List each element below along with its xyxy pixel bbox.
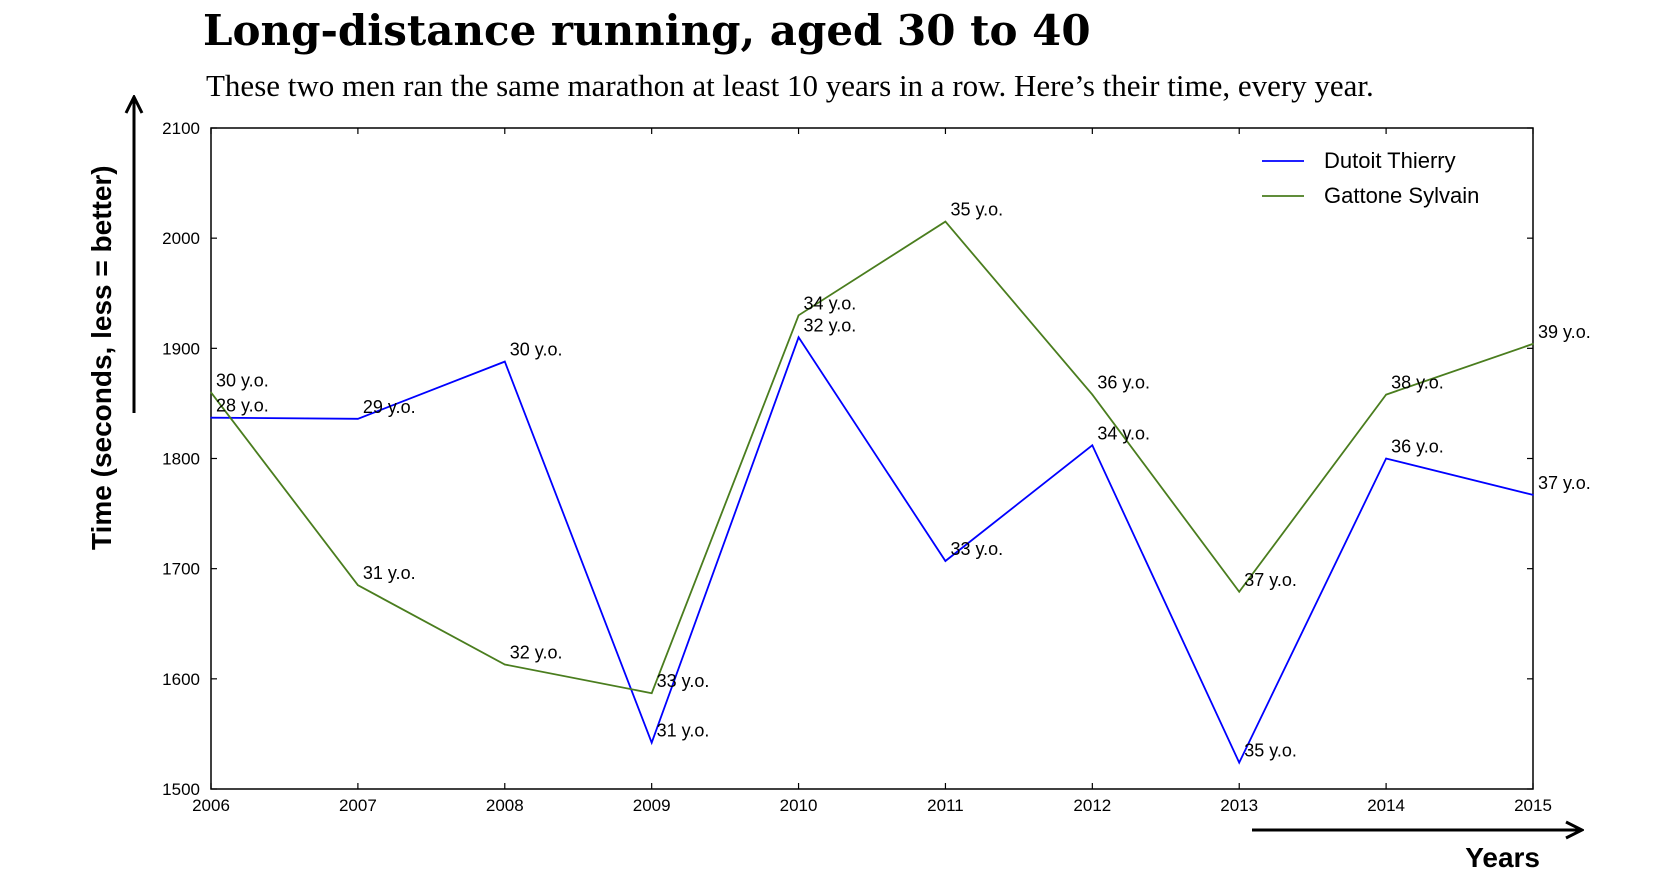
data-point-dutoit-thierry-2013 — [1238, 761, 1241, 764]
y-axis-ticks: 1500 1600 1700 1800 1900 2000 2100 — [162, 119, 1533, 799]
y-tick-label-2100: 2100 — [162, 119, 200, 138]
series-lines — [210, 220, 1534, 765]
data-point-gattone-sylvain-2011 — [944, 220, 947, 223]
x-tick-label-2012: 2012 — [1073, 796, 1111, 815]
point-label-gattone-sylvain-2011: 35 y.o. — [950, 200, 1003, 220]
point-label-dutoit-thierry-2011: 33 y.o. — [950, 539, 1003, 559]
x-axis-ticks: 2006 2007 2008 2009 2010 2011 2012 2013 2014 2015 — [192, 128, 1552, 815]
y-tick-label-1900: 1900 — [162, 339, 200, 358]
point-label-gattone-sylvain-2013: 37 y.o. — [1244, 570, 1297, 590]
point-label-gattone-sylvain-2008: 32 y.o. — [510, 643, 563, 663]
point-label-dutoit-thierry-2007: 29 y.o. — [363, 397, 416, 417]
chart-title: Long-distance running, aged 30 to 40 — [203, 6, 1091, 55]
x-tick-label-2015: 2015 — [1514, 796, 1552, 815]
data-point-dutoit-thierry-2007 — [357, 418, 359, 420]
x-tick-label-2010: 2010 — [780, 796, 818, 815]
y-tick-label-1800: 1800 — [162, 450, 200, 469]
data-point-gattone-sylvain-2015 — [1532, 343, 1534, 345]
data-point-dutoit-thierry-2011 — [944, 560, 947, 562]
data-point-gattone-sylvain-2007 — [357, 584, 359, 586]
data-point-gattone-sylvain-2010 — [797, 314, 800, 317]
point-label-dutoit-thierry-2013: 35 y.o. — [1244, 741, 1297, 761]
data-point-gattone-sylvain-2014 — [1385, 393, 1387, 396]
data-point-dutoit-thierry-2008 — [503, 360, 506, 363]
data-point-dutoit-thierry-2009 — [650, 741, 653, 744]
data-point-dutoit-thierry-2010 — [797, 336, 800, 339]
data-point-gattone-sylvain-2009 — [650, 692, 653, 694]
point-label-gattone-sylvain-2015: 39 y.o. — [1538, 322, 1591, 342]
x-tick-label-2009: 2009 — [633, 796, 671, 815]
point-label-dutoit-thierry-2009: 31 y.o. — [657, 721, 710, 741]
point-label-gattone-sylvain-2006: 30 y.o. — [216, 370, 269, 390]
x-tick-label-2014: 2014 — [1367, 796, 1405, 815]
y-tick-label-1500: 1500 — [162, 780, 200, 799]
point-label-dutoit-thierry-2006: 28 y.o. — [216, 396, 269, 416]
x-tick-label-2011: 2011 — [927, 796, 964, 815]
point-label-dutoit-thierry-2008: 30 y.o. — [510, 340, 563, 360]
y-tick-label-1700: 1700 — [162, 560, 200, 579]
x-tick-label-2013: 2013 — [1220, 796, 1258, 815]
x-tick-label-2006: 2006 — [192, 796, 230, 815]
legend: Dutoit Thierry Gattone Sylvain — [1262, 148, 1479, 208]
data-point-dutoit-thierry-2006 — [210, 416, 212, 419]
point-labels: 28 y.o. 29 y.o. 30 y.o. 31 y.o. 32 y.o. 33 y.… — [216, 200, 1591, 761]
legend-label-gattone-sylvain: Gattone Sylvain — [1324, 183, 1479, 208]
y-axis-title: Time (seconds, less = better) — [86, 165, 117, 550]
x-tick-label-2007: 2007 — [339, 796, 377, 815]
legend-label-dutoit-thierry: Dutoit Thierry — [1324, 148, 1456, 173]
point-label-dutoit-thierry-2012: 34 y.o. — [1097, 423, 1150, 443]
point-label-dutoit-thierry-2014: 36 y.o. — [1391, 437, 1444, 457]
point-label-gattone-sylvain-2007: 31 y.o. — [363, 563, 416, 583]
y-tick-label-1600: 1600 — [162, 670, 200, 689]
series-line-dutoit-thierry — [210, 335, 1534, 765]
data-point-gattone-sylvain-2008 — [503, 663, 506, 666]
data-point-gattone-sylvain-2006 — [210, 391, 212, 394]
data-point-dutoit-thierry-2014 — [1385, 457, 1387, 460]
x-tick-label-2008: 2008 — [486, 796, 524, 815]
point-label-gattone-sylvain-2012: 36 y.o. — [1097, 373, 1150, 393]
point-label-gattone-sylvain-2010: 34 y.o. — [804, 293, 857, 313]
data-point-gattone-sylvain-2012 — [1091, 393, 1094, 396]
point-label-dutoit-thierry-2010: 32 y.o. — [804, 315, 857, 335]
plot-area-frame — [210, 127, 1534, 790]
point-label-gattone-sylvain-2014: 38 y.o. — [1391, 373, 1444, 393]
series-line-gattone-sylvain — [210, 220, 1534, 695]
x-axis-title: Years — [1465, 842, 1540, 873]
data-point-gattone-sylvain-2013 — [1238, 591, 1241, 593]
chart-subtitle: These two men ran the same marathon at l… — [206, 68, 1374, 103]
y-tick-label-2000: 2000 — [162, 229, 200, 248]
point-label-dutoit-thierry-2015: 37 y.o. — [1538, 473, 1591, 493]
point-label-gattone-sylvain-2009: 33 y.o. — [657, 671, 710, 691]
data-point-dutoit-thierry-2012 — [1091, 444, 1094, 447]
data-point-dutoit-thierry-2015 — [1532, 494, 1534, 496]
